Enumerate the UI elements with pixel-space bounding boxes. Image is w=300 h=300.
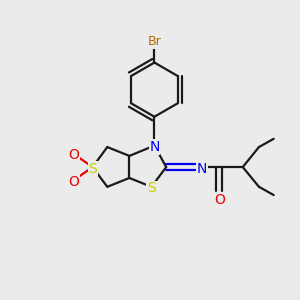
Text: S: S: [147, 181, 156, 195]
Text: N: N: [149, 140, 160, 154]
Text: S: S: [88, 162, 97, 176]
Text: O: O: [68, 176, 79, 189]
Text: N: N: [197, 162, 207, 176]
Text: O: O: [214, 194, 225, 207]
Text: Br: Br: [148, 35, 161, 49]
Text: O: O: [68, 148, 79, 162]
